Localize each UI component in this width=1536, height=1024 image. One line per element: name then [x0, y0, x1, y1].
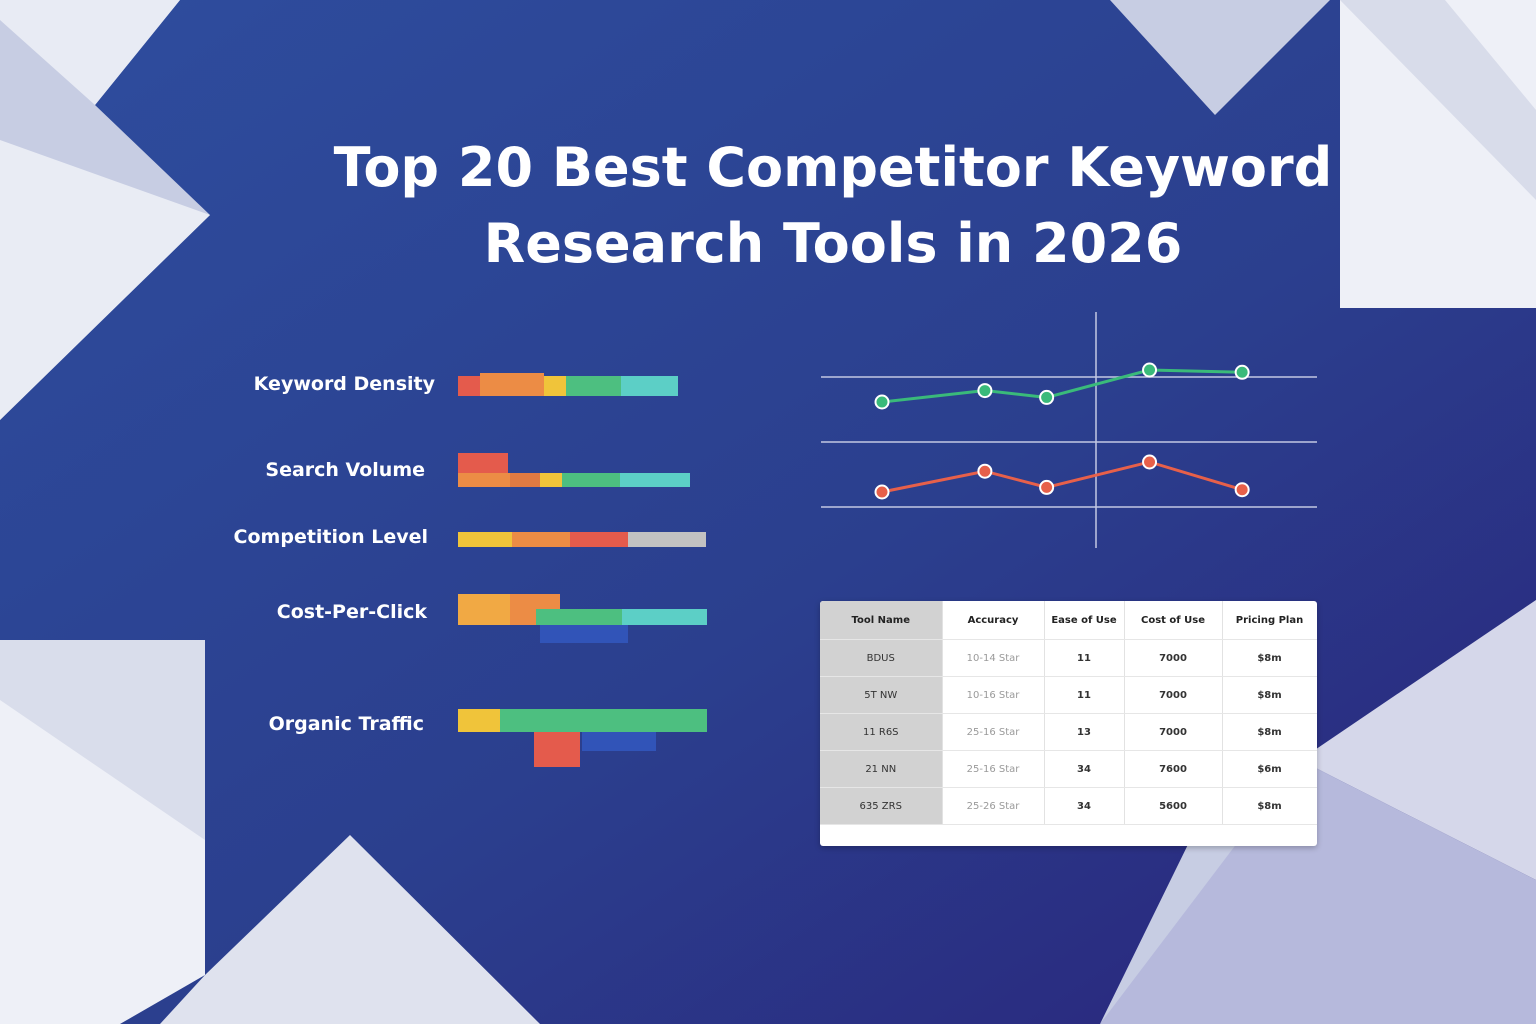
bar-segment — [534, 732, 580, 767]
data-point — [874, 484, 890, 500]
table-header-row: Tool Name Accuracy Ease of Use Cost of U… — [820, 601, 1317, 640]
cell-ease-of-use: 34 — [1044, 750, 1125, 788]
bar-segment — [628, 532, 706, 547]
title-line-2: Research Tools in 2026 — [483, 212, 1183, 275]
table-row: 11 R6S 25-16 Star 13 7000 $8m — [820, 713, 1317, 751]
cell-accuracy: 25-26 Star — [942, 787, 1045, 825]
header-pricing-plan: Pricing Plan — [1222, 601, 1317, 640]
table-row: 5T NW 10-16 Star 11 7000 $8m — [820, 676, 1317, 714]
bar-segment — [540, 625, 628, 643]
cell-pricing-plan: $8m — [1222, 639, 1317, 677]
data-point — [874, 394, 890, 410]
cell-pricing-plan: $8m — [1222, 787, 1317, 825]
cell-ease-of-use: 11 — [1044, 639, 1125, 677]
page-title: Top 20 Best Competitor Keyword Research … — [300, 130, 1366, 282]
bar-segment — [621, 376, 678, 396]
bar-segment — [582, 732, 656, 751]
bar-label-cost-per-click: Cost-Per-Click — [276, 601, 427, 623]
data-point — [977, 383, 993, 399]
bar-segment — [620, 473, 690, 487]
bar-segment — [458, 473, 510, 487]
bar-label-search-volume: Search Volume — [265, 459, 425, 481]
bar-segment — [512, 532, 570, 547]
cell-tool-name: BDUS — [820, 639, 943, 677]
table-row: BDUS 10-14 Star 11 7000 $8m — [820, 639, 1317, 677]
cell-ease-of-use: 11 — [1044, 676, 1125, 714]
bar-segment — [562, 473, 620, 487]
bar-segment — [458, 532, 512, 547]
bar-segment — [458, 376, 480, 396]
bar-segment — [458, 594, 510, 625]
cell-accuracy: 25-16 Star — [942, 713, 1045, 751]
cell-cost-of-use: 5600 — [1124, 787, 1223, 825]
cell-tool-name: 21 NN — [820, 750, 943, 788]
cell-tool-name: 635 ZRS — [820, 787, 943, 825]
data-point — [1039, 389, 1055, 405]
title-line-1: Top 20 Best Competitor Keyword — [333, 136, 1333, 199]
bar-label-organic-traffic: Organic Traffic — [268, 713, 424, 735]
data-point — [1234, 482, 1250, 498]
data-point — [1142, 454, 1158, 470]
data-point — [977, 463, 993, 479]
header-accuracy: Accuracy — [942, 601, 1045, 640]
bar-segment — [458, 453, 508, 473]
bar-segment — [566, 376, 621, 396]
cell-cost-of-use: 7000 — [1124, 713, 1223, 751]
bar-segment — [544, 376, 566, 396]
cell-pricing-plan: $6m — [1222, 750, 1317, 788]
data-point — [1234, 364, 1250, 380]
bar-segment — [480, 373, 544, 396]
bar-segment — [622, 609, 707, 625]
cell-pricing-plan: $8m — [1222, 713, 1317, 751]
bar-segment — [458, 709, 500, 732]
cell-accuracy: 10-14 Star — [942, 639, 1045, 677]
bar-segment — [540, 473, 562, 487]
cell-cost-of-use: 7000 — [1124, 676, 1223, 714]
data-point — [1039, 479, 1055, 495]
cell-ease-of-use: 34 — [1044, 787, 1125, 825]
header-cost-of-use: Cost of Use — [1124, 601, 1223, 640]
bar-label-keyword-density: Keyword Density — [253, 373, 435, 395]
cell-pricing-plan: $8m — [1222, 676, 1317, 714]
data-point — [1142, 362, 1158, 378]
cell-cost-of-use: 7000 — [1124, 639, 1223, 677]
series-line — [881, 460, 1243, 494]
table-row: 635 ZRS 25-26 Star 34 5600 $8m — [820, 787, 1317, 825]
cell-accuracy: 10-16 Star — [942, 676, 1045, 714]
bar-segment — [500, 709, 707, 732]
cell-tool-name: 5T NW — [820, 676, 943, 714]
series-line — [881, 368, 1243, 404]
header-tool-name: Tool Name — [820, 601, 943, 640]
bar-label-competition-level: Competition Level — [233, 526, 428, 548]
tools-table: Tool Name Accuracy Ease of Use Cost of U… — [820, 601, 1317, 846]
table-row: 21 NN 25-16 Star 34 7600 $6m — [820, 750, 1317, 788]
cell-cost-of-use: 7600 — [1124, 750, 1223, 788]
cell-tool-name: 11 R6S — [820, 713, 943, 751]
cell-ease-of-use: 13 — [1044, 713, 1125, 751]
bar-segment — [536, 609, 622, 625]
bar-segment — [570, 532, 628, 547]
bar-segment — [510, 473, 540, 487]
header-ease-of-use: Ease of Use — [1044, 601, 1125, 640]
cell-accuracy: 25-16 Star — [942, 750, 1045, 788]
